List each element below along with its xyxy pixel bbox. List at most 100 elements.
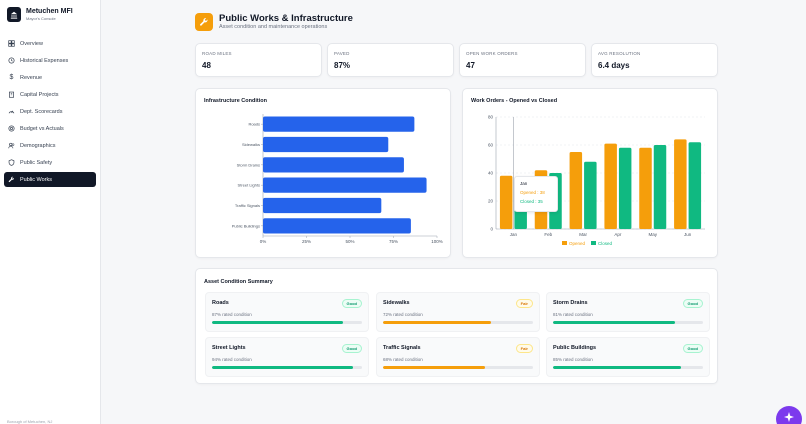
asset-card-sidewalks[interactable]: Sidewalks Fair 72% rated condition bbox=[376, 292, 540, 332]
bar-closed bbox=[653, 145, 667, 229]
status-badge: Fair bbox=[515, 299, 533, 308]
brand[interactable]: Metuchen MFI Mayor's Console bbox=[7, 7, 73, 22]
condition-bar bbox=[553, 366, 703, 369]
y-tick-label: 80 bbox=[488, 115, 494, 120]
bar bbox=[263, 197, 382, 214]
condition-bar bbox=[383, 321, 533, 324]
bar-opened bbox=[569, 152, 583, 229]
work-orders-chart: 0 20 40 60 80 Jan Feb Mar Apr May Jun Opened Closed bbox=[488, 115, 705, 246]
kpi-card-open-work-orders: OPEN WORK ORDERS 47 bbox=[459, 43, 586, 77]
asset-card-street-lights[interactable]: Street Lights Good 94% rated condition bbox=[205, 337, 369, 377]
sidebar-item-label: Public Safety bbox=[20, 159, 53, 166]
x-tick-label: Jan bbox=[510, 232, 518, 237]
kpi-value: 47 bbox=[466, 61, 475, 70]
bar-opened bbox=[604, 143, 617, 229]
sidebar-item-public-works[interactable]: Public Works bbox=[4, 172, 96, 187]
kpi-value: 87% bbox=[334, 61, 351, 70]
building-logo-icon bbox=[7, 7, 21, 22]
condition-bar bbox=[212, 366, 362, 369]
tooltip-category: Jan bbox=[520, 181, 528, 186]
kpi-card-road-miles: ROAD MILES 48 bbox=[195, 43, 322, 77]
sparkle-icon bbox=[783, 410, 795, 424]
sidebar: Metuchen MFI Mayor's Console Overview Hi… bbox=[0, 0, 101, 424]
sidebar-item-label: Overview bbox=[20, 40, 43, 47]
x-tick-label: 100% bbox=[431, 239, 443, 244]
sidebar-item-budget-vs-actuals[interactable]: Budget vs Actuals bbox=[4, 121, 96, 136]
asset-name: Storm Drains bbox=[553, 300, 588, 306]
asset-condition: 81% rated condition bbox=[553, 312, 593, 317]
asset-name: Roads bbox=[212, 300, 229, 306]
bar-closed bbox=[584, 161, 597, 229]
sidebar-footer: Borough of Metuchen, NJ bbox=[7, 419, 53, 424]
work-orders-card: Work Orders - Opened vs Closed 0 20 40 60 80… bbox=[462, 88, 718, 258]
asset-condition-summary: Asset Condition Summary Roads Good 87% r… bbox=[195, 268, 718, 384]
y-tick-label: Roads bbox=[248, 122, 260, 127]
sidebar-item-label: Budget vs Actuals bbox=[20, 125, 64, 132]
tooltip-opened: Opened : 38 bbox=[520, 190, 545, 195]
y-tick-label: Traffic Signals bbox=[235, 203, 260, 208]
kpi-label: AVG RESOLUTION bbox=[598, 51, 641, 56]
y-tick-label: Storm Drains bbox=[237, 162, 260, 167]
target-icon bbox=[8, 125, 15, 132]
status-badge: Good bbox=[682, 299, 703, 308]
bar bbox=[263, 116, 415, 132]
infrastructure-condition-chart: Roads Sidewalks Storm Drains Street Lights T… bbox=[232, 114, 443, 244]
legend-swatch bbox=[562, 241, 567, 245]
brand-subtitle: Mayor's Console bbox=[26, 16, 56, 21]
sidebar-item-capital-projects[interactable]: Capital Projects bbox=[4, 87, 96, 102]
assistant-fab[interactable] bbox=[776, 406, 802, 424]
asset-name: Sidewalks bbox=[383, 300, 410, 306]
sidebar-item-public-safety[interactable]: Public Safety bbox=[4, 155, 96, 170]
sidebar-item-label: Public Works bbox=[20, 176, 52, 183]
users-icon bbox=[8, 142, 15, 149]
page-title: Public Works & Infrastructure bbox=[219, 13, 353, 24]
status-badge: Good bbox=[682, 344, 703, 353]
sidebar-item-historical-expenses[interactable]: Historical Expenses bbox=[4, 53, 96, 68]
condition-bar bbox=[553, 321, 703, 324]
asset-name: Public Buildings bbox=[553, 345, 597, 351]
y-tick-label: 20 bbox=[488, 199, 494, 204]
condition-bar bbox=[383, 366, 533, 369]
sidebar-item-label: Capital Projects bbox=[20, 91, 59, 98]
x-tick-label: Mar bbox=[579, 232, 587, 237]
sidebar-item-label: Revenue bbox=[20, 74, 43, 81]
kpi-value: 48 bbox=[202, 61, 211, 70]
x-tick-label: May bbox=[648, 232, 657, 237]
sidebar-item-label: Historical Expenses bbox=[20, 57, 69, 64]
kpi-label: OPEN WORK ORDERS bbox=[466, 51, 518, 56]
asset-condition: 68% rated condition bbox=[383, 357, 423, 362]
asset-card-roads[interactable]: Roads Good 87% rated condition bbox=[205, 292, 369, 332]
chart-title: Work Orders - Opened vs Closed bbox=[471, 98, 558, 104]
sidebar-nav: Overview Historical Expenses $ Revenue C… bbox=[4, 36, 96, 189]
bar-closed bbox=[618, 147, 632, 229]
bar bbox=[263, 218, 411, 234]
bar-closed bbox=[688, 142, 702, 229]
wrench-icon bbox=[8, 176, 15, 183]
sidebar-item-label: Demographics bbox=[20, 142, 56, 149]
x-tick-label: 0% bbox=[260, 239, 267, 244]
sidebar-item-overview[interactable]: Overview bbox=[4, 36, 96, 51]
y-tick-label: Public Buildings bbox=[232, 223, 260, 228]
x-tick-label: 25% bbox=[302, 239, 311, 244]
asset-card-storm-drains[interactable]: Storm Drains Good 81% rated condition bbox=[546, 292, 710, 332]
kpi-label: ROAD MILES bbox=[202, 51, 232, 56]
summary-title: Asset Condition Summary bbox=[204, 279, 273, 285]
asset-card-public-buildings[interactable]: Public Buildings Good 85% rated conditio… bbox=[546, 337, 710, 377]
condition-bar-fill bbox=[212, 321, 343, 324]
brand-name: Metuchen MFI bbox=[26, 8, 73, 15]
condition-bar-fill bbox=[383, 321, 491, 324]
kpi-label: PAVED bbox=[334, 51, 350, 56]
legend-label: Opened bbox=[569, 241, 586, 246]
sidebar-item-dept-scorecards[interactable]: Dept. Scorecards bbox=[4, 104, 96, 119]
sidebar-item-demographics[interactable]: Demographics bbox=[4, 138, 96, 153]
sidebar-item-label: Dept. Scorecards bbox=[20, 108, 63, 115]
asset-condition: 85% rated condition bbox=[553, 357, 593, 362]
status-badge: Fair bbox=[515, 344, 533, 353]
y-tick-label: Sidewalks bbox=[242, 142, 260, 147]
legend-swatch bbox=[591, 241, 596, 245]
sidebar-item-revenue[interactable]: $ Revenue bbox=[4, 70, 96, 85]
asset-card-traffic-signals[interactable]: Traffic Signals Fair 68% rated condition bbox=[376, 337, 540, 377]
y-tick-label: 0 bbox=[490, 227, 493, 232]
bar bbox=[263, 177, 427, 193]
condition-bar-fill bbox=[212, 366, 353, 369]
